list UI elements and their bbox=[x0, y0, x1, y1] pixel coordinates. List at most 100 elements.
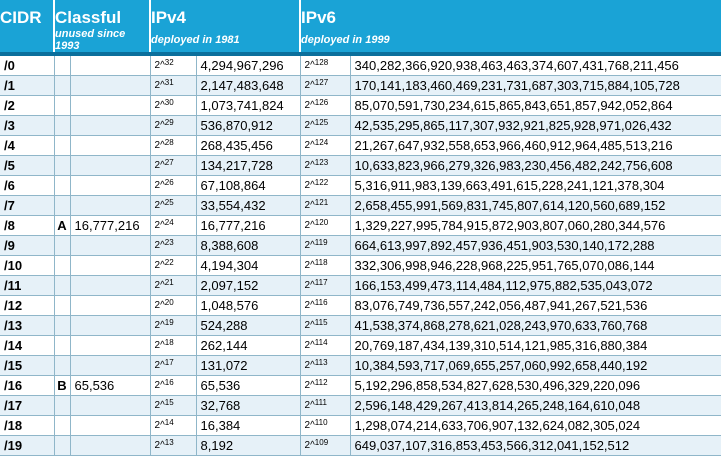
ipv6-exponent-cell-base: 2^ bbox=[304, 380, 315, 391]
class-cell bbox=[54, 255, 71, 276]
ipv6-size-cell: 85,070,591,730,234,615,865,843,651,857,9… bbox=[350, 95, 721, 116]
cidr-cell: /8 bbox=[0, 215, 55, 236]
ipv6-exponent-cell: 2^125 bbox=[300, 115, 351, 136]
ipv6-exponent-cell-base: 2^ bbox=[304, 320, 315, 331]
ipv6-exponent-cell: 2^118 bbox=[300, 255, 351, 276]
ipv4-note: deployed in 1981 bbox=[150, 28, 302, 54]
classful-size-cell bbox=[70, 275, 151, 296]
class-cell bbox=[54, 235, 71, 256]
ipv6-exponent-cell: 2^124 bbox=[300, 135, 351, 156]
ipv6-exponent-cell-power: 110 bbox=[314, 418, 328, 427]
classful-size-cell bbox=[70, 235, 151, 256]
ipv6-exponent-cell: 2^115 bbox=[300, 315, 351, 336]
ipv4-exponent-cell-power: 18 bbox=[164, 338, 174, 347]
cidr-cell: /1 bbox=[0, 75, 55, 96]
classful-size-cell bbox=[70, 415, 151, 436]
ipv4-exponent-cell-power: 19 bbox=[164, 318, 174, 327]
ipv6-exponent-cell-base: 2^ bbox=[304, 340, 315, 351]
ipv6-exponent-cell-base: 2^ bbox=[304, 400, 315, 411]
ipv6-exponent-cell-power: 119 bbox=[314, 238, 328, 247]
ipv6-size-cell: 42,535,295,865,117,307,932,921,825,928,9… bbox=[350, 115, 721, 136]
ipv4-size-cell: 2,097,152 bbox=[196, 275, 301, 296]
class-cell bbox=[54, 175, 71, 196]
table-row: /3 2^29 536,870,912 2^125 42,535,295,865,117… bbox=[0, 115, 721, 136]
ipv4-exponent-cell-base: 2^ bbox=[154, 100, 165, 111]
ipv4-size-cell: 8,388,608 bbox=[196, 235, 301, 256]
ipv6-size-cell: 1,329,227,995,784,915,872,903,807,060,28… bbox=[350, 215, 721, 236]
ipv6-exponent-cell-base: 2^ bbox=[304, 280, 315, 291]
ipv4-exponent-cell: 2^25 bbox=[150, 195, 197, 216]
ipv6-exponent-cell-base: 2^ bbox=[304, 160, 315, 171]
cidr-cell: /15 bbox=[0, 355, 55, 376]
ipv4-exponent-cell-power: 25 bbox=[164, 198, 174, 207]
classful-size-cell bbox=[70, 295, 151, 316]
table-row: /1 2^31 2,147,483,648 2^127 170,141,183,460,… bbox=[0, 75, 721, 96]
ipv6-size-cell: 10,633,823,966,279,326,983,230,456,482,2… bbox=[350, 155, 721, 176]
ipv4-exponent-cell: 2^32 bbox=[150, 54, 197, 76]
table-body: /0 2^32 4,294,967,296 2^128 340,282,366,920,… bbox=[0, 54, 721, 456]
ipv6-size-cell: 170,141,183,460,469,231,731,687,303,715,… bbox=[350, 75, 721, 96]
cidr-cell: /16 bbox=[0, 375, 55, 396]
cidr-header: CIDR bbox=[0, 0, 55, 28]
ipv6-exponent-cell: 2^128 bbox=[300, 54, 351, 76]
ipv4-size-cell: 33,554,432 bbox=[196, 195, 301, 216]
ipv4-exponent-cell-base: 2^ bbox=[154, 240, 165, 251]
table-row: /16 B 65,536 2^16 65,536 2^112 5,192,296,858,5… bbox=[0, 375, 721, 396]
classful-header: Classful bbox=[54, 0, 152, 28]
table-row: /5 2^27 134,217,728 2^123 10,633,823,966,279… bbox=[0, 155, 721, 176]
ipv4-exponent-cell: 2^27 bbox=[150, 155, 197, 176]
ipv6-exponent-cell: 2^114 bbox=[300, 335, 351, 356]
ipv6-exponent-cell-power: 122 bbox=[314, 178, 329, 187]
ipv4-exponent-cell-power: 23 bbox=[164, 238, 174, 247]
ipv4-exponent-cell: 2^15 bbox=[150, 395, 197, 416]
ipv4-size-cell: 65,536 bbox=[196, 375, 301, 396]
ipv4-size-cell: 134,217,728 bbox=[196, 155, 301, 176]
class-cell: A bbox=[54, 215, 71, 236]
ipv6-exponent-cell-base: 2^ bbox=[304, 80, 315, 91]
ipv4-size-cell: 16,777,216 bbox=[196, 215, 301, 236]
classful-size-cell bbox=[70, 54, 151, 76]
ipv6-exponent-cell-base: 2^ bbox=[304, 180, 315, 191]
class-cell bbox=[54, 435, 71, 456]
classful-size-cell bbox=[70, 255, 151, 276]
ipv4-size-cell: 8,192 bbox=[196, 435, 301, 456]
ipv4-size-cell: 268,435,456 bbox=[196, 135, 301, 156]
ipv6-exponent-cell: 2^120 bbox=[300, 215, 351, 236]
ipv6-size-cell: 664,613,997,892,457,936,451,903,530,140,… bbox=[350, 235, 721, 256]
ipv4-exponent-cell-power: 14 bbox=[164, 418, 174, 427]
table-row: /11 2^21 2,097,152 2^117 166,153,499,473,114… bbox=[0, 275, 721, 296]
ipv4-exponent-cell-base: 2^ bbox=[154, 80, 165, 91]
ipv4-exponent-cell-power: 31 bbox=[164, 78, 174, 87]
ipv4-exponent-cell-base: 2^ bbox=[154, 380, 165, 391]
table-row: /6 2^26 67,108,864 2^122 5,316,911,983,139,6… bbox=[0, 175, 721, 196]
classful-size-cell bbox=[70, 395, 151, 416]
class-cell bbox=[54, 195, 71, 216]
cidr-cell: /0 bbox=[0, 54, 55, 76]
ipv6-exponent-cell-power: 121 bbox=[314, 198, 329, 207]
ipv4-exponent-cell-base: 2^ bbox=[154, 400, 165, 411]
ipv4-exponent-cell-power: 28 bbox=[164, 138, 174, 147]
ipv6-exponent-cell: 2^110 bbox=[300, 415, 351, 436]
class-cell bbox=[54, 54, 71, 76]
ipv6-exponent-cell: 2^117 bbox=[300, 275, 351, 296]
ipv4-size-cell: 536,870,912 bbox=[196, 115, 301, 136]
ipv6-exponent-cell: 2^119 bbox=[300, 235, 351, 256]
class-cell bbox=[54, 395, 71, 416]
ipv4-exponent-cell: 2^17 bbox=[150, 355, 197, 376]
ipv4-exponent-cell-base: 2^ bbox=[154, 180, 165, 191]
ipv6-exponent-cell-base: 2^ bbox=[304, 140, 315, 151]
ipv4-exponent-cell: 2^28 bbox=[150, 135, 197, 156]
ipv4-exponent-cell: 2^29 bbox=[150, 115, 197, 136]
ipv4-exponent-cell-base: 2^ bbox=[154, 220, 165, 231]
ipv6-exponent-cell-power: 124 bbox=[314, 138, 329, 147]
ipv6-exponent-cell-base: 2^ bbox=[304, 100, 315, 111]
classful-size-cell bbox=[70, 315, 151, 336]
cidr-cell: /3 bbox=[0, 115, 55, 136]
ipv4-exponent-cell: 2^14 bbox=[150, 415, 197, 436]
ipv6-exponent-cell: 2^111 bbox=[300, 395, 351, 416]
ipv6-exponent-cell-base: 2^ bbox=[304, 260, 315, 271]
cidr-cell: /12 bbox=[0, 295, 55, 316]
ipv6-size-cell: 340,282,366,920,938,463,463,374,607,431,… bbox=[350, 54, 721, 76]
ipv4-exponent-cell: 2^30 bbox=[150, 95, 197, 116]
ipv4-size-cell: 524,288 bbox=[196, 315, 301, 336]
